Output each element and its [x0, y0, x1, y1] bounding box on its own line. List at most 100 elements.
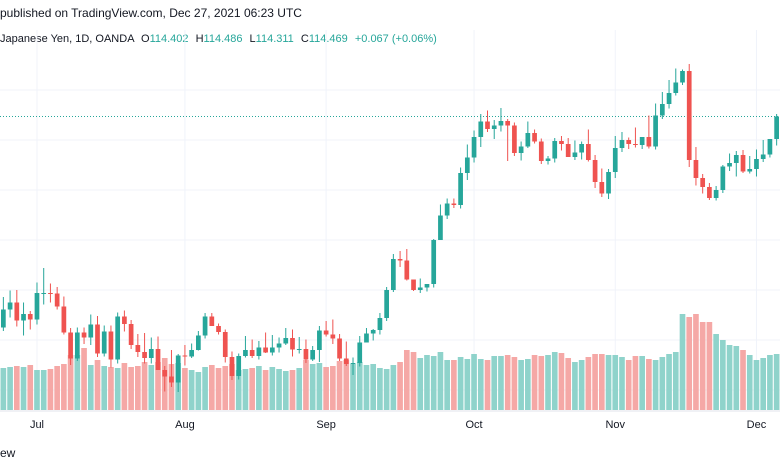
- candle-body[interactable]: [68, 332, 73, 359]
- candle-body[interactable]: [364, 333, 369, 343]
- candle-body[interactable]: [222, 332, 228, 357]
- candle-body[interactable]: [370, 330, 376, 334]
- candle-body[interactable]: [559, 141, 564, 144]
- candle-body[interactable]: [148, 349, 154, 358]
- candle-body[interactable]: [256, 347, 262, 357]
- candle-body[interactable]: [653, 115, 658, 147]
- candle-body[interactable]: [357, 342, 363, 364]
- candle-body[interactable]: [343, 358, 349, 365]
- candle-body[interactable]: [74, 332, 80, 359]
- candle-body[interactable]: [464, 157, 470, 174]
- candle-body[interactable]: [350, 363, 356, 364]
- candle-body[interactable]: [424, 284, 430, 288]
- candle-body[interactable]: [236, 356, 242, 376]
- candle-body[interactable]: [269, 347, 275, 353]
- candle-body[interactable]: [612, 148, 618, 172]
- candle-body[interactable]: [303, 349, 309, 360]
- candle-body[interactable]: [135, 345, 141, 352]
- candle-body[interactable]: [545, 158, 551, 162]
- candle-body[interactable]: [767, 139, 773, 155]
- candle-body[interactable]: [391, 259, 396, 290]
- candle-body[interactable]: [182, 355, 188, 357]
- candle-body[interactable]: [54, 293, 60, 307]
- candle-body[interactable]: [599, 182, 605, 194]
- candle-body[interactable]: [491, 125, 497, 130]
- candle-body[interactable]: [505, 121, 511, 126]
- candle-body[interactable]: [579, 144, 584, 153]
- candle-body[interactable]: [740, 155, 746, 172]
- candle-body[interactable]: [296, 349, 302, 350]
- candle-body[interactable]: [337, 338, 342, 359]
- candle-body[interactable]: [7, 302, 13, 310]
- candle-body[interactable]: [680, 71, 685, 83]
- candle-body[interactable]: [485, 121, 490, 130]
- candle-body[interactable]: [659, 104, 665, 116]
- candle-body[interactable]: [411, 279, 416, 291]
- candle-body[interactable]: [700, 178, 706, 187]
- candle-body[interactable]: [169, 376, 174, 383]
- candle-body[interactable]: [438, 215, 443, 241]
- candle-body[interactable]: [565, 144, 571, 157]
- candle-body[interactable]: [720, 166, 726, 191]
- candle-body[interactable]: [283, 338, 289, 344]
- candle-body[interactable]: [249, 350, 255, 356]
- candle-body[interactable]: [444, 203, 450, 216]
- candle-body[interactable]: [34, 293, 40, 320]
- candle-body[interactable]: [384, 290, 389, 318]
- candle-body[interactable]: [518, 146, 524, 154]
- candle-body[interactable]: [323, 330, 329, 335]
- candle-body[interactable]: [21, 314, 26, 321]
- candle-body[interactable]: [229, 357, 235, 376]
- candle-body[interactable]: [330, 334, 336, 339]
- candle-body[interactable]: [101, 331, 107, 354]
- candle-body[interactable]: [216, 326, 221, 332]
- candle-body[interactable]: [417, 287, 423, 291]
- candle-body[interactable]: [707, 187, 712, 198]
- candle-body[interactable]: [431, 240, 437, 284]
- candle-body[interactable]: [128, 324, 134, 345]
- candle-body[interactable]: [397, 259, 403, 261]
- candle-body[interactable]: [525, 133, 531, 147]
- candle-body[interactable]: [142, 352, 147, 358]
- candle-body[interactable]: [619, 140, 625, 148]
- candle-body[interactable]: [774, 116, 779, 140]
- candle-body[interactable]: [290, 338, 295, 350]
- candle-body[interactable]: [404, 260, 410, 280]
- candle-body[interactable]: [41, 293, 47, 294]
- candle-body[interactable]: [162, 370, 168, 377]
- candle-body[interactable]: [626, 140, 632, 144]
- candle-body[interactable]: [115, 316, 121, 360]
- candle-body[interactable]: [317, 330, 322, 351]
- candle-body[interactable]: [498, 121, 504, 126]
- candle-body[interactable]: [666, 93, 672, 104]
- candle-body[interactable]: [646, 137, 652, 147]
- candle-body[interactable]: [189, 350, 194, 357]
- candle-body[interactable]: [81, 332, 87, 338]
- candle-body[interactable]: [27, 314, 33, 320]
- candle-body[interactable]: [592, 160, 598, 182]
- candle-body[interactable]: [122, 316, 127, 325]
- candle-body[interactable]: [673, 82, 679, 94]
- candle-body[interactable]: [754, 159, 759, 169]
- candle-body[interactable]: [538, 141, 544, 162]
- candle-body[interactable]: [263, 347, 268, 353]
- candle-body[interactable]: [14, 302, 20, 321]
- candle-body[interactable]: [451, 203, 457, 206]
- candle-body[interactable]: [727, 163, 732, 167]
- candle-body[interactable]: [243, 350, 248, 356]
- candle-body[interactable]: [1, 309, 6, 328]
- candle-body[interactable]: [532, 133, 537, 142]
- candle-body[interactable]: [88, 324, 94, 338]
- candle-body[interactable]: [686, 71, 692, 160]
- candle-body[interactable]: [478, 121, 484, 138]
- candle-body[interactable]: [276, 343, 282, 348]
- candle-body[interactable]: [552, 141, 558, 159]
- candle-body[interactable]: [310, 350, 316, 360]
- candle-body[interactable]: [209, 316, 215, 327]
- candle-body[interactable]: [760, 154, 766, 160]
- candle-body[interactable]: [586, 144, 591, 160]
- candle-body[interactable]: [48, 293, 53, 294]
- candle-body[interactable]: [458, 173, 463, 205]
- candle-body[interactable]: [61, 306, 67, 333]
